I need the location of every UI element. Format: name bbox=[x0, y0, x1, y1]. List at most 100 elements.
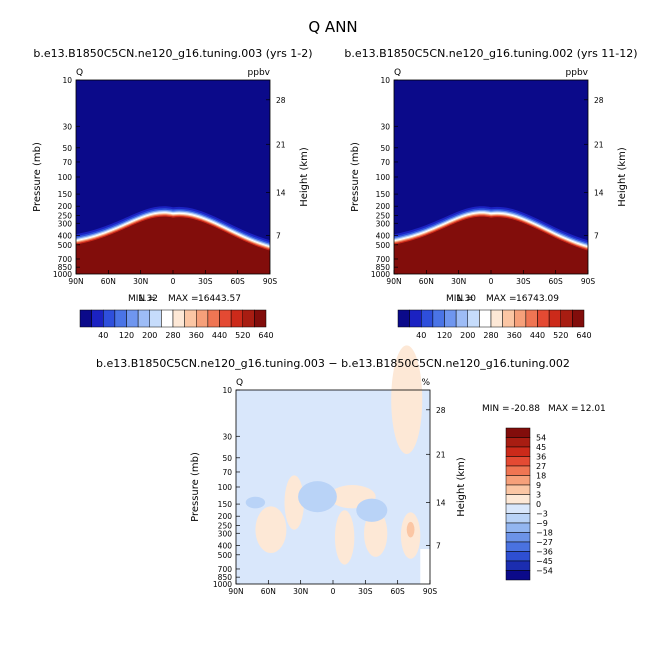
y-tick-label: 1000 bbox=[213, 580, 232, 589]
y-tick-label: 150 bbox=[376, 190, 391, 199]
y-tick-label: 10 bbox=[62, 76, 72, 85]
colorbar-swatch bbox=[548, 309, 561, 328]
colorbar-swatch bbox=[114, 309, 127, 328]
colorbar-label: 280 bbox=[483, 331, 498, 340]
colorbar-label: 200 bbox=[460, 331, 475, 340]
height-tick-label: 7 bbox=[276, 231, 281, 240]
colorbar-swatch bbox=[505, 513, 531, 524]
colorbar-label: −9 bbox=[536, 519, 548, 528]
diff-contour-region bbox=[255, 506, 287, 553]
height-tick-label: 7 bbox=[436, 541, 441, 550]
x-tick-label: 60S bbox=[231, 277, 246, 286]
colorbar-label: 45 bbox=[536, 443, 546, 452]
y-tick-label: 300 bbox=[376, 219, 391, 228]
panel-right-ylabel: Pressure (mb) bbox=[350, 142, 361, 212]
colorbar-swatch bbox=[514, 309, 527, 328]
figure-title: Q ANN bbox=[308, 18, 357, 36]
y-tick-label: 200 bbox=[58, 202, 73, 211]
panel-left-max-label: MAX = bbox=[168, 294, 199, 304]
colorbar-label: 27 bbox=[536, 462, 546, 471]
colorbar-label: −54 bbox=[536, 567, 553, 576]
y-tick-label: 700 bbox=[376, 255, 391, 264]
colorbar-swatch bbox=[572, 309, 585, 328]
height-tick-label: 21 bbox=[594, 140, 604, 149]
colorbar-swatch bbox=[432, 309, 445, 328]
x-tick-label: 0 bbox=[489, 277, 494, 286]
x-tick-label: 60N bbox=[101, 277, 116, 286]
colorbar-swatch bbox=[421, 309, 434, 328]
field-contour-band bbox=[394, 216, 588, 274]
colorbar-label: 360 bbox=[189, 331, 204, 340]
y-tick-label: 500 bbox=[376, 241, 391, 250]
colorbar-label: 3 bbox=[536, 491, 541, 500]
plot-area bbox=[394, 80, 588, 274]
colorbar-label: −36 bbox=[536, 548, 553, 557]
colorbar-label: 40 bbox=[98, 331, 108, 340]
y-tick-label: 50 bbox=[222, 454, 232, 463]
colorbar-label: 440 bbox=[212, 331, 227, 340]
panel-left-min-value: 1.32 bbox=[138, 294, 158, 304]
height-tick-label: 14 bbox=[594, 189, 604, 198]
y-tick-label: 1000 bbox=[371, 270, 390, 279]
panel-right-variable: Q bbox=[394, 68, 401, 78]
colorbar-swatch bbox=[219, 309, 232, 328]
y-tick-label: 100 bbox=[376, 173, 391, 182]
colorbar-label: 54 bbox=[536, 434, 546, 443]
panel-right: b.e13.B1850C5CN.ne120_g16.tuning.002 (yr… bbox=[344, 47, 637, 340]
x-tick-label: 30N bbox=[293, 587, 308, 596]
colorbar-swatch bbox=[537, 309, 550, 328]
colorbar-label: 120 bbox=[119, 331, 134, 340]
panel-right-max-label: MAX = bbox=[486, 294, 517, 304]
plot-area bbox=[236, 345, 430, 584]
panel-difference-title: b.e13.B1850C5CN.ne120_g16.tuning.003 − b… bbox=[96, 357, 570, 370]
x-tick-label: 0 bbox=[331, 587, 336, 596]
colorbar-swatch bbox=[230, 309, 243, 328]
height-tick-label: 21 bbox=[276, 140, 286, 149]
colorbar-label: 520 bbox=[553, 331, 568, 340]
colorbar-label: 9 bbox=[536, 481, 541, 490]
y-tick-label: 70 bbox=[222, 468, 232, 477]
diff-contour-region bbox=[406, 521, 415, 538]
colorbar-label: −18 bbox=[536, 529, 553, 538]
panel-left-min-label: MIN = bbox=[128, 294, 156, 304]
y-tick-label: 30 bbox=[222, 432, 232, 441]
x-tick-label: 30S bbox=[198, 277, 213, 286]
colorbar-label: 280 bbox=[165, 331, 180, 340]
colorbar-swatch bbox=[444, 309, 457, 328]
y-tick-label: 850 bbox=[58, 263, 73, 272]
diff-contour-region bbox=[391, 345, 423, 455]
panel-left-ylabel: Pressure (mb) bbox=[32, 142, 43, 212]
panel-left-ylabel-right: Height (km) bbox=[299, 147, 310, 207]
diff-contour-region bbox=[364, 510, 388, 557]
field-contour-band bbox=[76, 216, 270, 274]
colorbar-swatch bbox=[505, 551, 531, 562]
panel-difference-ylabel-right: Height (km) bbox=[456, 457, 467, 517]
colorbar-swatch bbox=[254, 309, 267, 328]
colorbar-swatch bbox=[505, 446, 531, 457]
y-tick-label: 30 bbox=[380, 122, 390, 131]
x-tick-label: 90N bbox=[68, 277, 83, 286]
colorbar-swatch bbox=[490, 309, 503, 328]
x-tick-label: 0 bbox=[171, 277, 176, 286]
x-tick-label: 30N bbox=[133, 277, 148, 286]
colorbar-label: 40 bbox=[416, 331, 426, 340]
y-tick-label: 1000 bbox=[53, 270, 72, 279]
colorbar-label: −3 bbox=[536, 510, 548, 519]
colorbar-swatch bbox=[502, 309, 515, 328]
y-tick-label: 150 bbox=[58, 190, 73, 199]
panel-left-units: ppbv bbox=[248, 68, 271, 78]
height-tick-label: 28 bbox=[436, 406, 446, 415]
x-tick-label: 90S bbox=[423, 587, 438, 596]
x-tick-label: 30S bbox=[358, 587, 373, 596]
colorbar-swatch bbox=[409, 309, 422, 328]
colorbar-swatch bbox=[137, 309, 150, 328]
colorbar-swatch bbox=[455, 309, 468, 328]
colorbar-swatch bbox=[505, 560, 531, 571]
y-tick-label: 400 bbox=[218, 541, 233, 550]
colorbar-swatch bbox=[161, 309, 174, 328]
panel-right-min-value: 1.30 bbox=[456, 294, 476, 304]
x-tick-label: 60S bbox=[549, 277, 564, 286]
colorbar-label: 0 bbox=[536, 500, 541, 509]
colorbar-label: 640 bbox=[258, 331, 273, 340]
